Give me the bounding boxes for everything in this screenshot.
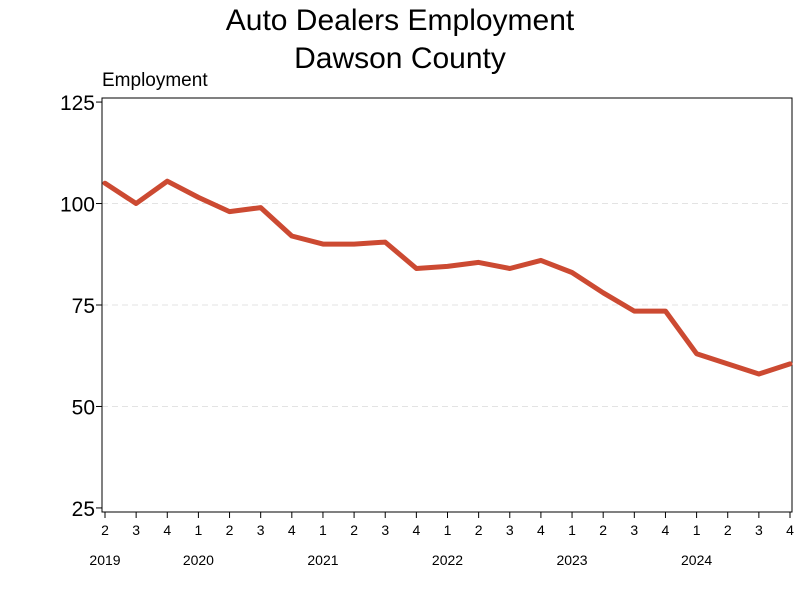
x-tick-label-quarter: 1 [693, 522, 701, 538]
x-tick-label-quarter: 4 [288, 522, 296, 538]
x-tick-label-quarter: 2 [599, 522, 607, 538]
gridlines [102, 203, 792, 407]
series-line-employment [102, 178, 793, 377]
x-tick-label-quarter: 2 [350, 522, 358, 538]
x-tick-label-quarter: 3 [755, 522, 763, 538]
x-tick-label-quarter: 4 [786, 522, 794, 538]
x-axis: 2 3 4 1 2 3 4 1 2 3 4 1 2 3 4 1 2 3 4 1 2 3 4 2019 2020 2021 2022 2… [89, 512, 794, 568]
x-tick-label-quarter: 1 [195, 522, 203, 538]
y-tick-label-125: 125 [60, 92, 95, 115]
x-tick-label-quarter: 2 [724, 522, 732, 538]
x-year-label-2021: 2021 [307, 552, 338, 568]
x-year-label-2023: 2023 [556, 552, 587, 568]
x-tick-label-quarter: 4 [412, 522, 420, 538]
x-tick-label-quarter: 1 [568, 522, 576, 538]
y-tick-label-25: 25 [72, 498, 95, 521]
chart-title-line1: Auto Dealers Employment [226, 4, 575, 37]
x-tick-label-quarter: 2 [475, 522, 483, 538]
x-tick-label-quarter: 2 [226, 522, 234, 538]
x-tick-label-quarter: 4 [537, 522, 545, 538]
y-axis: 25 50 75 100 125 [60, 92, 102, 521]
x-tick-label-quarter: 3 [132, 522, 140, 538]
x-tick-label-quarter: 3 [630, 522, 638, 538]
x-tick-label-quarter: 4 [163, 522, 171, 538]
y-axis-label: Employment [102, 70, 208, 91]
x-tick-label-quarter: 1 [319, 522, 327, 538]
x-tick-label-quarter: 1 [444, 522, 452, 538]
y-tick-label-75: 75 [72, 295, 95, 318]
x-tick-label-quarter: 3 [381, 522, 389, 538]
chart-title-line2: Dawson County [294, 42, 506, 75]
x-year-label-2022: 2022 [432, 552, 463, 568]
x-year-label-2020: 2020 [183, 552, 214, 568]
x-year-label-2024: 2024 [681, 552, 712, 568]
y-tick-label-100: 100 [60, 194, 95, 217]
x-tick-label-quarter: 3 [257, 522, 265, 538]
x-tick-label-quarter: 3 [506, 522, 514, 538]
x-year-label-2019: 2019 [89, 552, 120, 568]
y-tick-label-50: 50 [72, 396, 95, 419]
x-tick-label-quarter: 4 [662, 522, 670, 538]
x-tick-label-quarter: 2 [101, 522, 109, 538]
